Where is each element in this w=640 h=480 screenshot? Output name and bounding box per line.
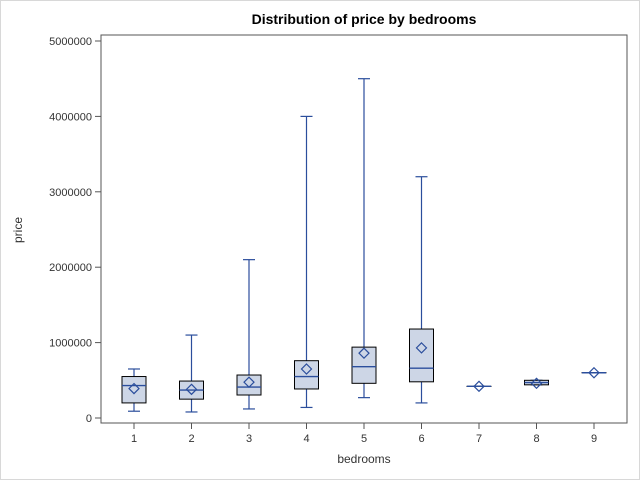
mean-marker xyxy=(415,342,428,354)
box-group-8 xyxy=(524,377,549,390)
x-axis-label: bedrooms xyxy=(337,452,390,466)
y-tick-label: 4000000 xyxy=(49,111,92,123)
box-group-2 xyxy=(179,334,204,413)
mean-marker xyxy=(358,347,370,360)
x-tick-label: 5 xyxy=(361,433,367,445)
y-axis-label: price xyxy=(11,217,25,243)
y-axis: 0 1000000 2000000 3000000 4000000 5000000 xyxy=(49,36,101,425)
iqr-box xyxy=(409,328,434,383)
x-tick-label: 4 xyxy=(303,433,309,445)
x-tick-label: 8 xyxy=(533,433,539,445)
mean-marker xyxy=(530,377,543,390)
x-tick-label: 9 xyxy=(591,433,597,445)
box-group-3 xyxy=(236,259,262,410)
y-tick-label: 2000000 xyxy=(49,262,92,274)
x-tick-label: 7 xyxy=(476,433,482,445)
box-group-9 xyxy=(581,366,607,379)
mean-marker xyxy=(300,363,313,375)
x-tick-label: 6 xyxy=(418,433,424,445)
iqr-box xyxy=(351,346,377,384)
box-group-4 xyxy=(294,115,319,409)
mean-marker xyxy=(473,380,485,393)
mean-marker xyxy=(128,382,140,395)
y-tick-label: 0 xyxy=(86,413,92,425)
chart-title: Distribution of price by bedrooms xyxy=(252,11,477,27)
mean-marker xyxy=(588,366,600,379)
x-tick-label: 3 xyxy=(246,433,252,445)
iqr-box xyxy=(236,374,262,396)
box-group-5 xyxy=(351,78,377,399)
y-tick-label: 3000000 xyxy=(49,187,92,199)
iqr-box xyxy=(121,376,147,404)
y-tick-label: 5000000 xyxy=(49,36,92,48)
box-group-7 xyxy=(466,380,492,393)
box-group-1 xyxy=(121,368,147,412)
x-tick-label: 1 xyxy=(131,433,137,445)
mean-marker xyxy=(185,383,198,396)
box-series xyxy=(121,78,607,413)
box-group-6 xyxy=(409,176,434,404)
x-tick-label: 2 xyxy=(188,433,194,445)
mean-marker xyxy=(243,376,255,389)
x-axis: 1 2 3 4 5 6 7 8 9 xyxy=(131,423,597,445)
y-tick-label: 1000000 xyxy=(49,338,92,350)
